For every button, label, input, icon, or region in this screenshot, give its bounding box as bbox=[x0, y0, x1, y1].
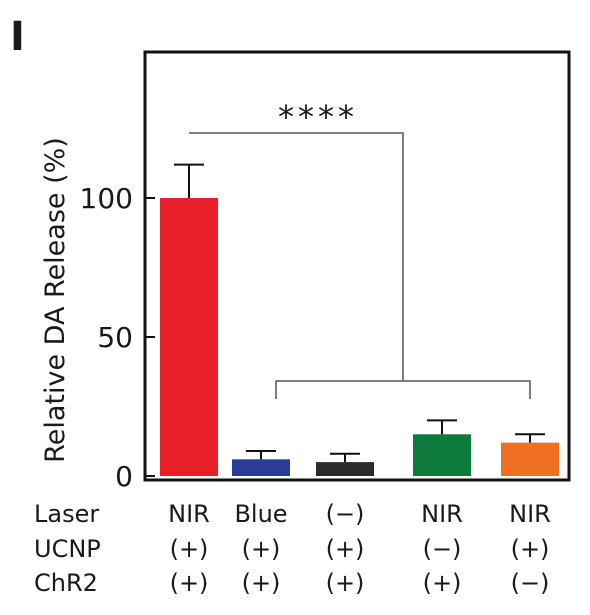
condition-cell: (−) bbox=[511, 569, 550, 597]
bar-5 bbox=[501, 442, 559, 476]
y-tick-label-0: 0 bbox=[115, 460, 133, 493]
plot-frame bbox=[143, 50, 571, 482]
condition-row-label-ucnp: UCNP bbox=[34, 535, 101, 563]
condition-row-label-chr2: ChR2 bbox=[34, 569, 98, 597]
condition-cell: (+) bbox=[326, 569, 365, 597]
significance-annotation: **** bbox=[189, 98, 531, 399]
significance-stars: **** bbox=[278, 98, 358, 136]
condition-cell: (+) bbox=[170, 535, 209, 563]
condition-cell: Blue bbox=[234, 500, 287, 528]
y-axis-label: Relative DA Release (%) bbox=[40, 137, 71, 463]
condition-cell: NIR bbox=[168, 500, 210, 528]
condition-cell: (+) bbox=[423, 569, 462, 597]
condition-cell: (−) bbox=[423, 535, 462, 563]
bar-4 bbox=[413, 434, 471, 476]
condition-cell: (−) bbox=[326, 500, 365, 528]
y-axis: 0 50 100 bbox=[80, 182, 155, 493]
condition-table: Laser NIR Blue (−) NIR NIR UCNP (+) (+) (+) (−) (+)… bbox=[34, 500, 551, 597]
condition-cell: (+) bbox=[242, 569, 281, 597]
bar-2 bbox=[232, 459, 290, 476]
significance-bracket-lower bbox=[275, 380, 531, 399]
panel-label: I bbox=[10, 14, 25, 60]
condition-cell: NIR bbox=[421, 500, 463, 528]
bars-group bbox=[160, 198, 559, 476]
condition-cell: (+) bbox=[242, 535, 281, 563]
condition-cell: (+) bbox=[326, 535, 365, 563]
y-tick-label-50: 50 bbox=[97, 321, 133, 354]
condition-cell: (+) bbox=[170, 569, 209, 597]
condition-row-label-laser: Laser bbox=[34, 500, 99, 528]
condition-cell: (+) bbox=[511, 535, 550, 563]
bar-3 bbox=[316, 462, 374, 476]
error-bars-group bbox=[174, 163, 545, 463]
significance-bracket-upper bbox=[189, 132, 404, 381]
y-tick-label-100: 100 bbox=[80, 182, 133, 215]
condition-cell: NIR bbox=[509, 500, 551, 528]
bar-1 bbox=[160, 198, 218, 476]
